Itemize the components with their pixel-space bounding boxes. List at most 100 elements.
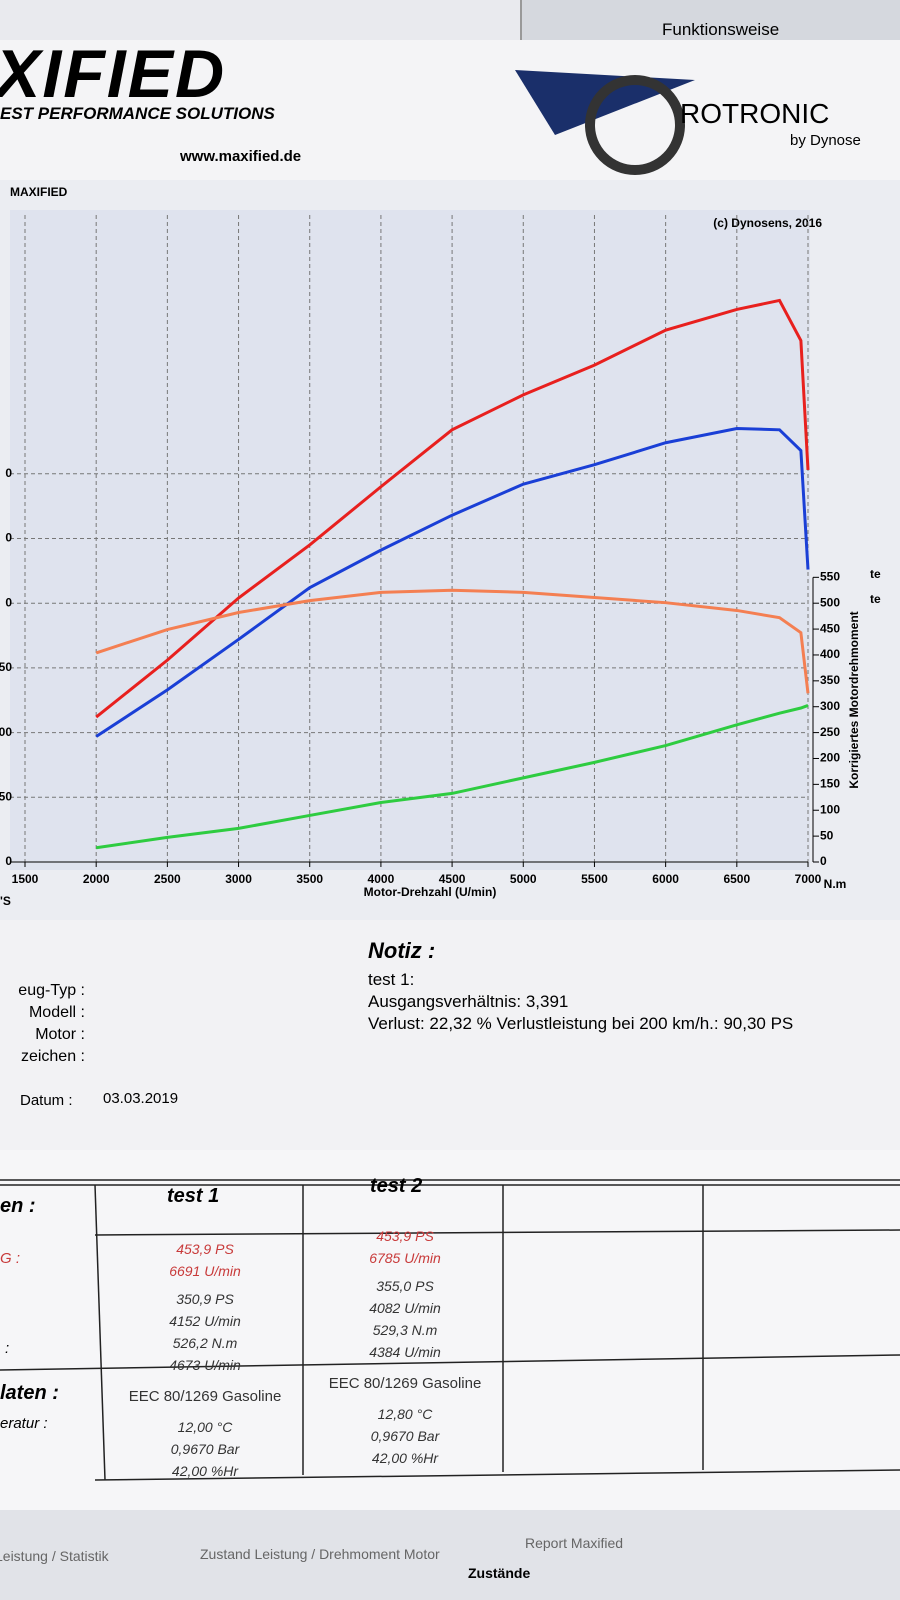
y2-tick-label: 350 <box>820 673 840 687</box>
y2-unit: N.m <box>824 877 847 891</box>
field-label: zeichen : <box>20 1048 85 1065</box>
x-tick-label: 2000 <box>83 872 110 886</box>
table-cell: 6691 U/min <box>169 1263 241 1279</box>
x-tick-label: 6000 <box>652 872 679 886</box>
x-tick-label: 5500 <box>581 872 608 886</box>
curve <box>95 427 810 738</box>
y2-axis-label: Korrigiertes Motordrehmoment <box>847 611 861 788</box>
y-tick-label: 0 <box>5 595 12 609</box>
column: 453,9 PS 6691 U/min 350,9 PS 4152 U/min 526,… <box>105 1238 305 1482</box>
table-cell: 4082 U/min <box>369 1300 441 1316</box>
date-label: Datum : <box>20 1092 73 1109</box>
table-cell: 355,0 PS <box>376 1278 434 1294</box>
y2-tick-label: 250 <box>820 725 840 739</box>
field-label: eug-Typ : <box>18 982 85 999</box>
table-cell: 42,00 %Hr <box>171 1463 239 1479</box>
tab[interactable]: Zustand Leistung / Drehmoment Motor <box>200 1546 440 1562</box>
x-tick-label: 5000 <box>510 872 537 886</box>
table-cell: 42,00 %Hr <box>371 1450 439 1466</box>
table-cell: EEC 80/1269 Gasoline <box>128 1388 282 1405</box>
table-cell: 453,9 PS <box>376 1228 434 1244</box>
notes-title: Notiz : <box>368 938 436 963</box>
field-label: Modell : <box>28 1004 85 1021</box>
tab-label: Funktionsweise <box>662 20 780 39</box>
y-tick-label: 50 <box>0 660 12 674</box>
y-tick-label: 0 <box>5 466 12 480</box>
y2-tick-label: 400 <box>820 647 840 661</box>
side-note: te <box>870 567 881 581</box>
column-header: test 1 <box>167 1185 220 1207</box>
table-cell: 453,9 PS <box>176 1241 234 1257</box>
column: 453,9 PS 6785 U/min 355,0 PS 4082 U/min 529,… <box>305 1225 505 1469</box>
y-tick-label: 00 <box>0 725 12 739</box>
y-tick-label: 0 <box>5 531 12 545</box>
y2-tick-label: 550 <box>820 569 840 583</box>
note-line: Verlust: 22,32 % Verlustleistung bei 200… <box>368 1014 794 1033</box>
report-header: XIFIED EST PERFORMANCE SOLUTIONS www.max… <box>0 36 900 180</box>
y2-tick-label: 450 <box>820 621 840 635</box>
website: www.maxified.de <box>180 148 302 165</box>
x-tick-label: 3000 <box>225 872 252 886</box>
y-axis-label: 'S <box>0 894 11 908</box>
y2-tick-label: 500 <box>820 595 840 609</box>
curve <box>95 298 810 719</box>
side-note: te <box>870 592 881 606</box>
table-cell: 529,3 N.m <box>372 1322 438 1338</box>
table-cell: 0,9670 Bar <box>170 1441 240 1457</box>
y-tick-label: 0 <box>5 854 12 868</box>
y2-tick-label: 0 <box>820 854 827 868</box>
tab[interactable]: Report Maxified <box>525 1535 624 1551</box>
table-cell: 350,9 PS <box>176 1291 234 1307</box>
y2-tick-label: 150 <box>820 777 840 791</box>
curve <box>95 704 809 850</box>
table-cell: 4673 U/min <box>169 1357 241 1373</box>
x-tick-label: 4500 <box>439 872 466 886</box>
x-tick-label: 1500 <box>12 872 39 886</box>
chart-title: MAXIFIED <box>10 185 68 199</box>
tab[interactable]: Zustände <box>468 1565 531 1581</box>
x-tick-label: 6500 <box>723 872 750 886</box>
table-cell: 0,9670 Bar <box>370 1428 440 1444</box>
table-cell: EEC 80/1269 Gasoline <box>328 1375 482 1392</box>
field-label: Motor : <box>35 1026 85 1043</box>
table-cell: 6785 U/min <box>369 1250 441 1266</box>
notes-panel: Notiz : test 1: Ausgangsverhältnis: 3,39… <box>0 920 900 1150</box>
copyright: (c) Dynosens, 2016 <box>713 216 822 230</box>
x-axis-label: Motor-Drehzahl (U/min) <box>364 885 497 899</box>
y-tick-label: 50 <box>0 789 12 803</box>
y2-tick-label: 300 <box>820 699 840 713</box>
tab-bar: Leistung / Statistik Zustand Leistung / … <box>0 1510 900 1600</box>
results-table: en : G : : laten : eratur : test 1 test … <box>0 1150 900 1510</box>
curve <box>95 588 810 694</box>
x-tick-label: 3500 <box>296 872 323 886</box>
tab[interactable]: Leistung / Statistik <box>0 1548 109 1564</box>
chart: MAXIFIED (c) Dynosens, 2016 Motor-Drehza… <box>0 180 900 920</box>
x-tick-label: 4000 <box>368 872 395 886</box>
column-header: test 2 <box>370 1175 423 1197</box>
brand-emblem <box>515 70 695 175</box>
table-cell: 4384 U/min <box>369 1344 441 1360</box>
slogan: EST PERFORMANCE SOLUTIONS <box>0 104 275 123</box>
row-label: G : <box>0 1250 21 1267</box>
y2-tick-label: 50 <box>820 828 834 842</box>
date: 03.03.2019 <box>103 1090 179 1107</box>
row-label: : <box>5 1340 10 1357</box>
table-cell: 4152 U/min <box>169 1313 241 1329</box>
y2-tick-label: 200 <box>820 751 840 765</box>
row-label: eratur : <box>0 1415 48 1432</box>
y2-tick-label: 100 <box>820 802 840 816</box>
x-tick-label: 2500 <box>154 872 181 886</box>
brand: ROTRONIC <box>680 98 830 129</box>
row-label: laten : <box>0 1382 59 1404</box>
row-label: en : <box>0 1195 36 1217</box>
table-cell: 12,80 °C <box>377 1406 433 1422</box>
table-grid <box>0 1179 900 1481</box>
table-cell: 526,2 N.m <box>172 1335 238 1351</box>
table-cell: 12,00 °C <box>177 1419 233 1435</box>
top-tab[interactable]: Funktionsweise <box>520 0 900 40</box>
note-line: Ausgangsverhältnis: 3,391 <box>368 992 569 1011</box>
x-tick-label: 7000 <box>795 872 822 886</box>
logo: XIFIED <box>0 36 227 112</box>
note-line: test 1: <box>368 970 415 989</box>
